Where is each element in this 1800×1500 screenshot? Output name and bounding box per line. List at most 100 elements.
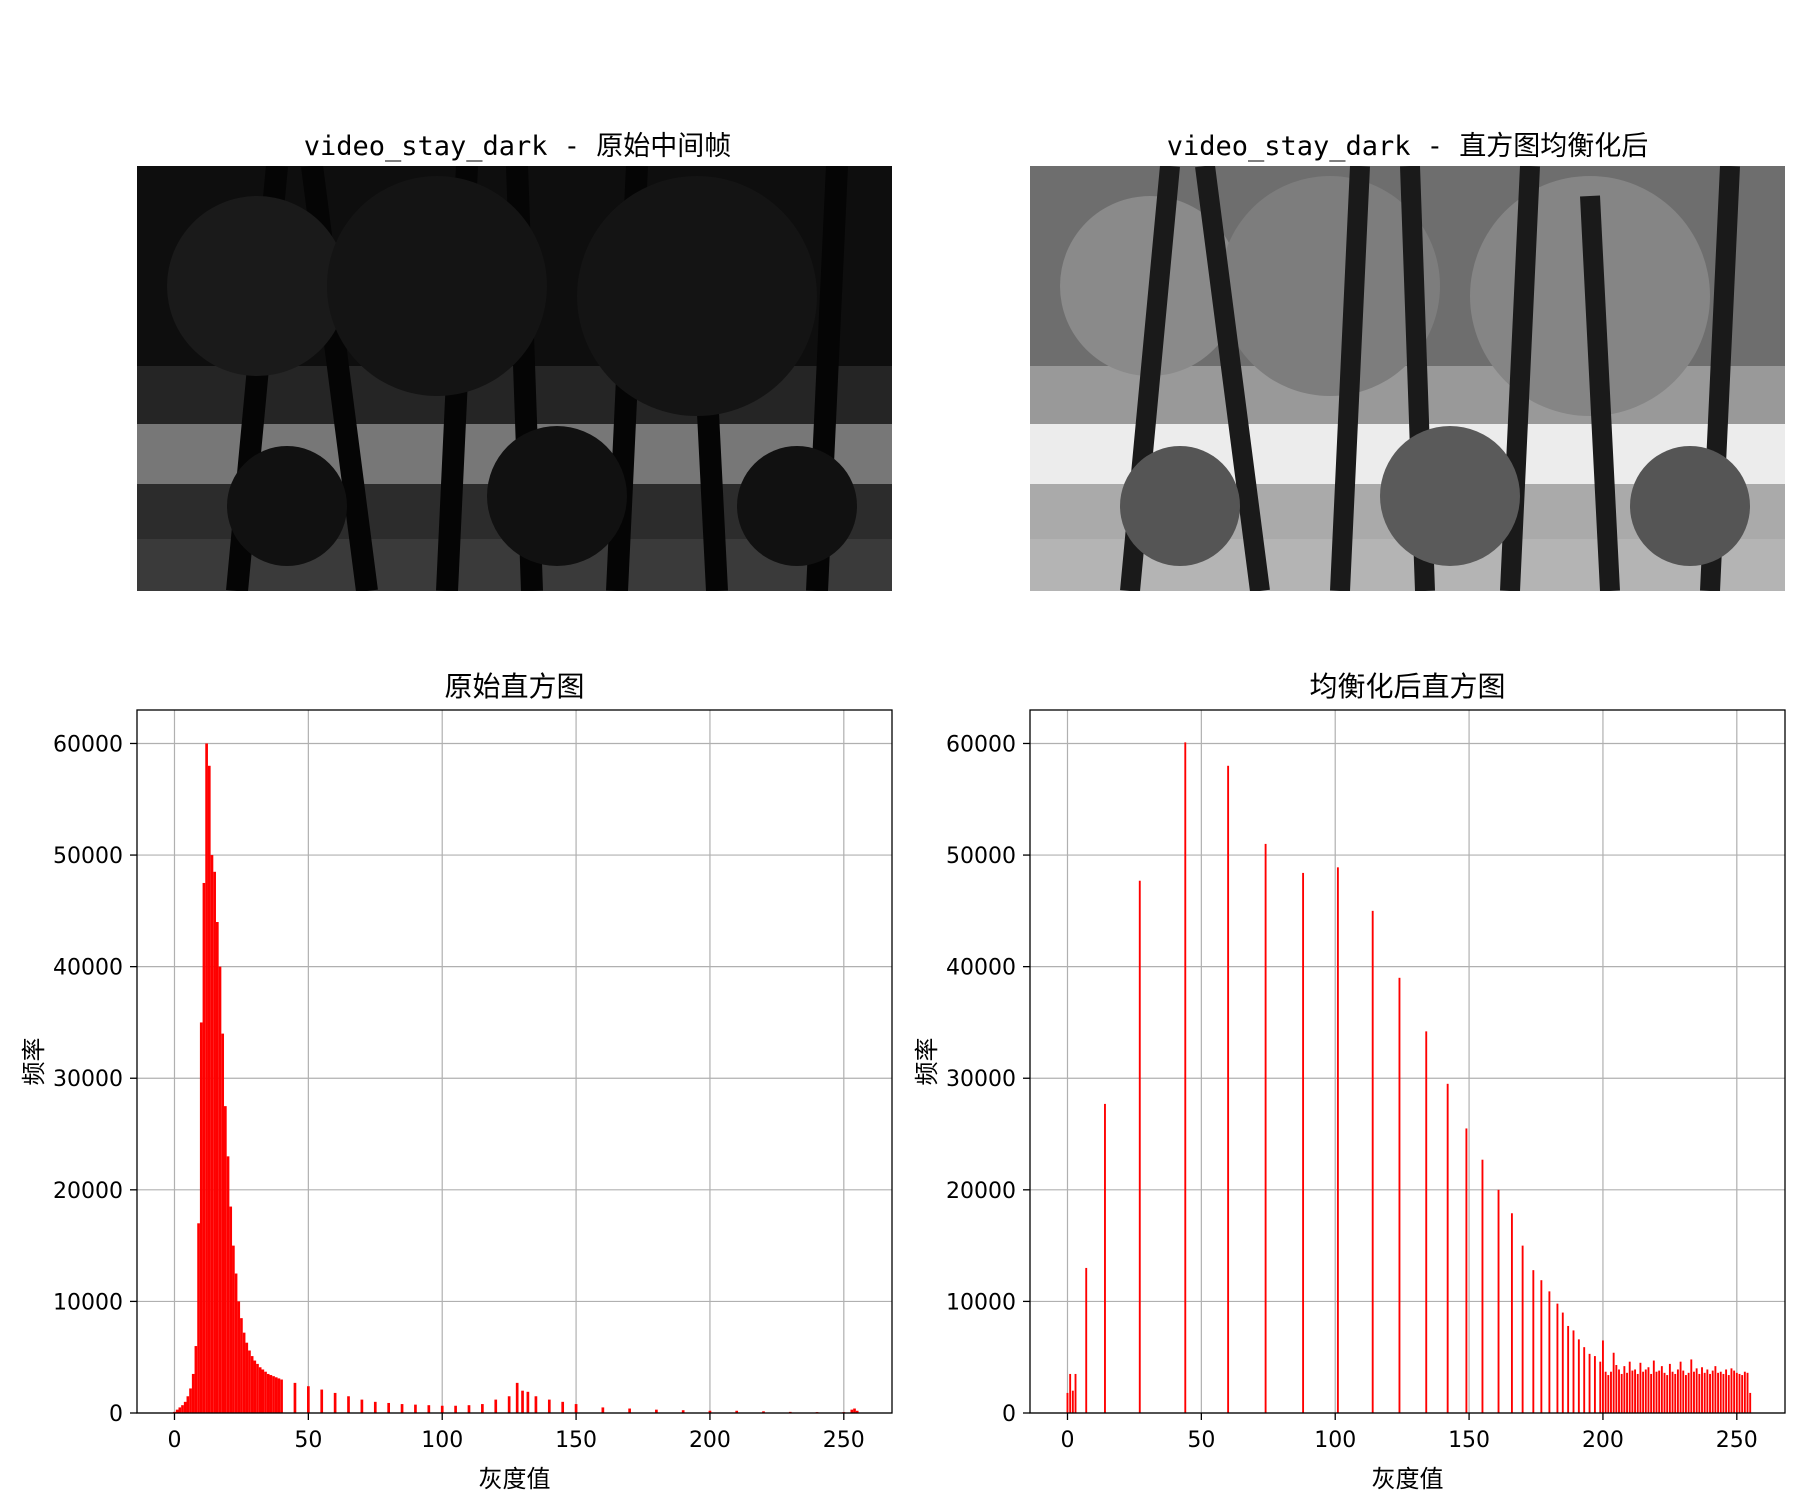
histogram-bar [1741,1375,1744,1413]
histogram-bar [628,1408,631,1413]
histogram-bar [400,1404,404,1413]
y-tick-label: 60000 [53,732,123,757]
histogram-bar [1693,1371,1695,1413]
histogram-bar [1604,1371,1607,1413]
histogram-bar [253,1360,257,1413]
x-tick-label: 0 [1060,1428,1074,1453]
histogram-bar [1733,1370,1736,1413]
histogram-bar [1652,1360,1655,1413]
y-tick-label: 20000 [946,1179,1016,1204]
histogram-bar [215,922,219,1413]
histogram-bar [601,1407,605,1413]
histogram-bar [1685,1375,1687,1413]
y-tick-label: 30000 [53,1067,123,1092]
histogram-bar [467,1405,471,1413]
histogram-bar [360,1399,364,1413]
histogram-bar [224,1106,227,1413]
histogram-bar [1719,1371,1722,1413]
histogram-bar [1706,1369,1709,1413]
histogram-bar [1626,1372,1628,1413]
histogram-bar [561,1401,565,1413]
histogram-bar [213,871,216,1413]
histogram-bar [232,1245,235,1413]
y-axis-label: 频率 [20,1038,48,1086]
histogram-bar [1687,1372,1690,1413]
histogram-bar [1425,1031,1428,1413]
histogram-bar [1660,1366,1663,1413]
histogram-bar [333,1392,337,1413]
histogram-bar [1666,1375,1669,1413]
histogram-bar [237,1301,241,1413]
histogram-bar [1618,1369,1620,1413]
histogram-bar [1481,1159,1484,1413]
y-tick-label: 20000 [53,1179,123,1204]
histogram-bar [515,1382,519,1413]
histogram-bar [574,1404,578,1413]
histogram-bar [1714,1366,1717,1413]
histogram-bar [1085,1267,1088,1413]
histogram-bar [1703,1372,1706,1413]
histogram-bar [1725,1369,1728,1413]
y-tick-label: 50000 [946,844,1016,869]
histogram-panel-2: 0 50 100 150 200 250 0 10000 20000 30000 40000 5000… [913,670,1786,1493]
x-tick-label: 0 [167,1428,181,1453]
histogram-bar [320,1389,324,1413]
histogram-bar [1615,1365,1618,1413]
histogram-bar [269,1375,273,1413]
histogram-bar [229,1206,233,1413]
y-tick-label: 30000 [946,1067,1016,1092]
histogram-bar [1674,1373,1677,1413]
histogram-bar [440,1405,444,1413]
histogram-bar [256,1363,259,1413]
histogram-bar [175,1409,179,1413]
histogram-bar [1465,1128,1468,1413]
histogram-bar [181,1405,184,1413]
histogram-bar [1709,1373,1711,1413]
histogram-bar [481,1404,484,1413]
original-frame-image [137,166,892,591]
histogram-bar [1727,1375,1730,1413]
histogram-bar [1532,1270,1535,1413]
histogram-bar [242,1332,246,1413]
x-tick-label: 150 [1448,1428,1490,1453]
histogram-bar [1227,765,1230,1413]
histogram-bar [1631,1370,1634,1413]
histogram-bar [1749,1392,1752,1413]
histogram-bar [280,1379,283,1413]
histogram-bar [1698,1373,1701,1413]
histogram-bar [183,1401,187,1413]
histogram-bar [226,1156,230,1413]
histogram-bar [1336,867,1339,1413]
x-axis-label: 灰度值 [479,1465,551,1493]
histogram-bar [1668,1363,1671,1413]
histogram-bar [1628,1361,1631,1413]
histogram-bar [1746,1372,1749,1413]
histogram-bar [221,1033,225,1413]
histogram-bar [855,1410,859,1413]
histogram-bar [210,855,214,1413]
histogram-bar [264,1371,267,1413]
histogram-bar [197,1223,200,1413]
histogram-bar [202,882,206,1413]
histogram-bar [250,1356,254,1413]
histogram-bar [1138,880,1141,1413]
histogram-bar [307,1386,310,1413]
histogram-bar [534,1396,538,1413]
histogram-bar [1588,1353,1591,1413]
x-tick-label: 150 [555,1428,597,1453]
histogram-bar [850,1409,854,1413]
histogram-bar [1071,1390,1074,1413]
histogram-bar [1682,1370,1685,1413]
histogram-bar [1647,1367,1650,1413]
histogram-bar [186,1396,190,1413]
histogram-bar [1398,977,1401,1413]
histogram-bar [1577,1339,1580,1413]
histogram-bar [494,1399,498,1413]
histogram-bar [1602,1340,1604,1413]
y-axis-label: 频率 [913,1038,941,1086]
x-tick-label: 200 [689,1428,731,1453]
histogram-bar [347,1396,350,1413]
histogram-bar [1735,1372,1738,1413]
histogram-bar [1636,1373,1639,1413]
